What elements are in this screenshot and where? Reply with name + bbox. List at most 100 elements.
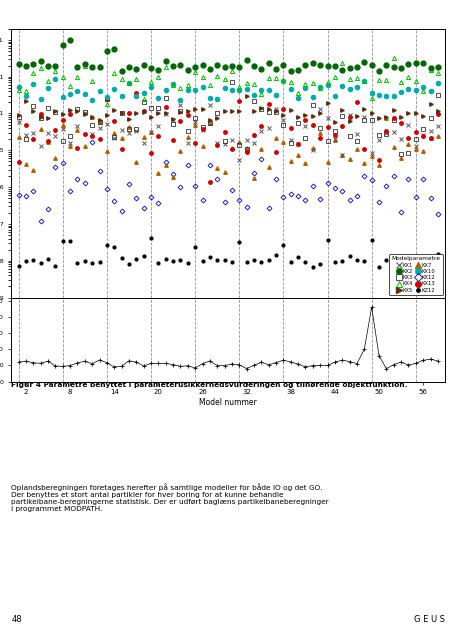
KX4 [434,70,440,77]
KX3 [229,78,234,86]
KX13 [331,131,337,138]
KX13 [16,158,21,166]
KX7 [383,115,388,122]
KX1 [119,126,124,134]
KX3 [376,131,381,139]
Line: KX1: KX1 [17,103,439,162]
KX7 [16,133,21,141]
KX10 [383,92,388,100]
Text: Oplandsberegningen foretages herefter på samtlige modeller for både IO og det GO: Oplandsberegningen foretages herefter på… [11,483,328,512]
KX5 [339,107,344,115]
KX7 [89,113,95,121]
Line: KZ12: KZ12 [16,235,440,270]
KX10 [16,83,21,91]
KZ12 [376,264,381,271]
KX12 [434,210,440,218]
KX1 [309,146,315,154]
KX3 [302,134,308,142]
KX5 [302,111,308,118]
KX5 [16,111,21,118]
KX12 [89,138,95,146]
KX1 [111,134,117,141]
KX1 [339,151,344,159]
KX12 [383,182,388,189]
KX5 [119,109,124,116]
KX10 [177,97,183,104]
Text: 48: 48 [11,615,22,624]
KX2 [287,68,293,76]
Line: KX2: KX2 [16,38,439,74]
Line: KX5: KX5 [17,95,439,124]
KX4 [302,80,308,88]
KX2 [309,60,315,67]
KZ12 [119,255,124,262]
KX7 [419,147,425,154]
KX10 [434,79,440,87]
KX3 [331,127,337,135]
Line: KX10: KX10 [17,77,439,102]
KX3 [397,150,403,157]
KX10 [309,93,315,100]
KX1 [419,131,425,138]
KX3 [434,91,440,99]
KX13 [383,127,388,134]
KX4 [126,79,131,87]
KX10 [419,83,425,91]
KX4 [419,87,425,95]
KX12 [126,180,131,188]
KX10 [126,79,131,86]
KX7 [339,151,344,159]
KX5 [419,113,425,120]
KX2 [119,67,124,74]
KX2 [16,60,21,68]
Line: KX7: KX7 [17,115,439,180]
KZ12 [111,243,117,251]
KX1 [236,156,241,164]
KX13 [434,110,440,118]
KX1 [207,100,212,108]
KX13 [302,116,308,124]
KX3 [119,109,124,117]
KX2 [419,59,425,67]
KZ12 [16,262,21,269]
Text: Figur 4 Parametre benyttet i parameterusikkerhedsvurderingen og tilhørende objek: Figur 4 Parametre benyttet i parameterus… [11,381,407,387]
KX7 [119,134,124,141]
Line: KX13: KX13 [17,91,439,184]
KX3 [16,113,21,121]
KX4 [104,100,110,108]
KX12 [419,175,425,182]
KX12 [16,191,21,199]
Line: KX3: KX3 [17,81,439,156]
KX2 [383,61,388,68]
KX12 [309,182,315,190]
KX12 [339,187,344,195]
KZ12 [383,256,388,264]
KZ12 [434,250,440,258]
Legend: KX1, KX2, KX3, KX4, KX5, KX7, KX10, KX12, KX13, KZ12: KX1, KX2, KX3, KX4, KX5, KX7, KX10, KX12… [388,254,442,295]
KX13 [368,89,373,97]
Line: KX12: KX12 [17,140,439,223]
KX2 [434,63,440,70]
KX1 [434,122,440,130]
KX7 [309,145,315,152]
KX3 [111,132,117,140]
KX5 [383,113,388,120]
KX12 [133,195,139,202]
KX2 [339,66,344,74]
KX13 [119,145,124,153]
KX5 [244,93,249,100]
KX13 [111,118,117,125]
Line: KX4: KX4 [17,56,439,106]
KX7 [251,174,256,182]
KX10 [339,82,344,90]
KX5 [434,107,440,115]
KX13 [419,132,425,140]
KX1 [16,118,21,125]
KX10 [119,93,124,100]
KX4 [16,86,21,94]
KX7 [126,124,131,131]
KX2 [126,63,131,71]
X-axis label: Model nummer: Model nummer [199,398,257,407]
KX4 [331,73,337,81]
KX4 [119,76,124,83]
